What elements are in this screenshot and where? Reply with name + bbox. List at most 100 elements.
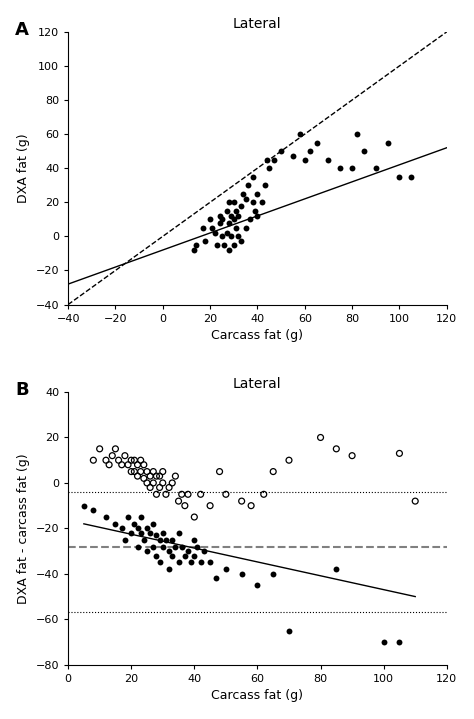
Point: [149, 466, 157, 477]
Point: [238, 495, 246, 507]
Point: [153, 488, 160, 500]
Point: [270, 154, 278, 165]
Point: [408, 171, 415, 183]
Point: [153, 470, 160, 482]
Point: [146, 527, 154, 539]
Point: [296, 129, 304, 140]
Point: [165, 482, 173, 493]
Point: [251, 205, 259, 216]
Point: [118, 459, 126, 470]
Point: [140, 459, 147, 470]
Point: [137, 527, 145, 539]
Point: [149, 477, 157, 489]
Point: [348, 162, 356, 174]
Point: [130, 454, 138, 466]
Point: [222, 488, 230, 500]
Point: [121, 534, 128, 546]
Point: [181, 550, 189, 562]
Point: [175, 495, 182, 507]
Point: [225, 244, 233, 256]
Point: [249, 171, 256, 183]
Point: [206, 557, 214, 568]
Point: [109, 450, 116, 462]
Point: [237, 236, 245, 247]
Point: [289, 150, 297, 162]
Point: [121, 450, 128, 462]
Point: [181, 500, 189, 511]
Point: [159, 527, 166, 539]
Point: [130, 518, 138, 530]
Point: [213, 239, 221, 251]
Point: [102, 454, 110, 466]
Point: [137, 454, 145, 466]
Point: [348, 450, 356, 462]
Point: [206, 500, 214, 511]
Point: [143, 466, 151, 477]
Point: [191, 511, 198, 523]
Point: [199, 222, 207, 234]
Point: [244, 180, 252, 191]
Y-axis label: DXA fat (g): DXA fat (g): [17, 134, 30, 203]
Point: [162, 534, 170, 546]
Point: [249, 196, 256, 208]
Point: [261, 180, 268, 191]
Point: [143, 546, 151, 557]
Point: [156, 482, 164, 493]
Point: [220, 239, 228, 251]
Point: [232, 205, 240, 216]
Point: [333, 443, 340, 454]
Point: [230, 214, 237, 225]
Point: [380, 636, 387, 648]
Point: [137, 511, 145, 523]
Point: [128, 454, 135, 466]
Point: [201, 236, 209, 247]
Point: [254, 580, 261, 591]
Point: [333, 564, 340, 575]
Point: [90, 505, 97, 516]
Title: Lateral: Lateral: [233, 377, 282, 391]
Point: [211, 227, 219, 239]
Point: [190, 244, 197, 256]
X-axis label: Carcass fat (g): Carcass fat (g): [211, 329, 303, 342]
Point: [237, 200, 245, 211]
Point: [112, 518, 119, 530]
Point: [159, 541, 166, 552]
Point: [384, 137, 392, 148]
Point: [206, 214, 214, 225]
Point: [337, 162, 344, 174]
Point: [134, 541, 141, 552]
Point: [263, 154, 271, 165]
Point: [223, 227, 230, 239]
Point: [260, 488, 267, 500]
Point: [143, 477, 151, 489]
Point: [124, 511, 132, 523]
Point: [168, 534, 176, 546]
Point: [360, 145, 368, 157]
Point: [235, 210, 242, 221]
Point: [225, 217, 233, 229]
Point: [175, 557, 182, 568]
Point: [187, 557, 195, 568]
Point: [146, 482, 154, 493]
Point: [254, 210, 261, 221]
Point: [149, 541, 157, 552]
Point: [168, 550, 176, 562]
Point: [396, 171, 403, 183]
Point: [134, 523, 141, 534]
Point: [162, 488, 170, 500]
Point: [124, 459, 132, 470]
Point: [140, 472, 147, 484]
Point: [218, 214, 226, 225]
Point: [301, 154, 309, 165]
Y-axis label: DXA fat - carcass fat (g): DXA fat - carcass fat (g): [17, 453, 30, 604]
Point: [285, 625, 293, 636]
Point: [96, 443, 103, 454]
Point: [238, 568, 246, 580]
Title: Lateral: Lateral: [233, 17, 282, 31]
Point: [118, 523, 126, 534]
Point: [209, 222, 216, 234]
Point: [265, 162, 273, 174]
Point: [153, 529, 160, 541]
Point: [396, 448, 403, 459]
Point: [223, 205, 230, 216]
